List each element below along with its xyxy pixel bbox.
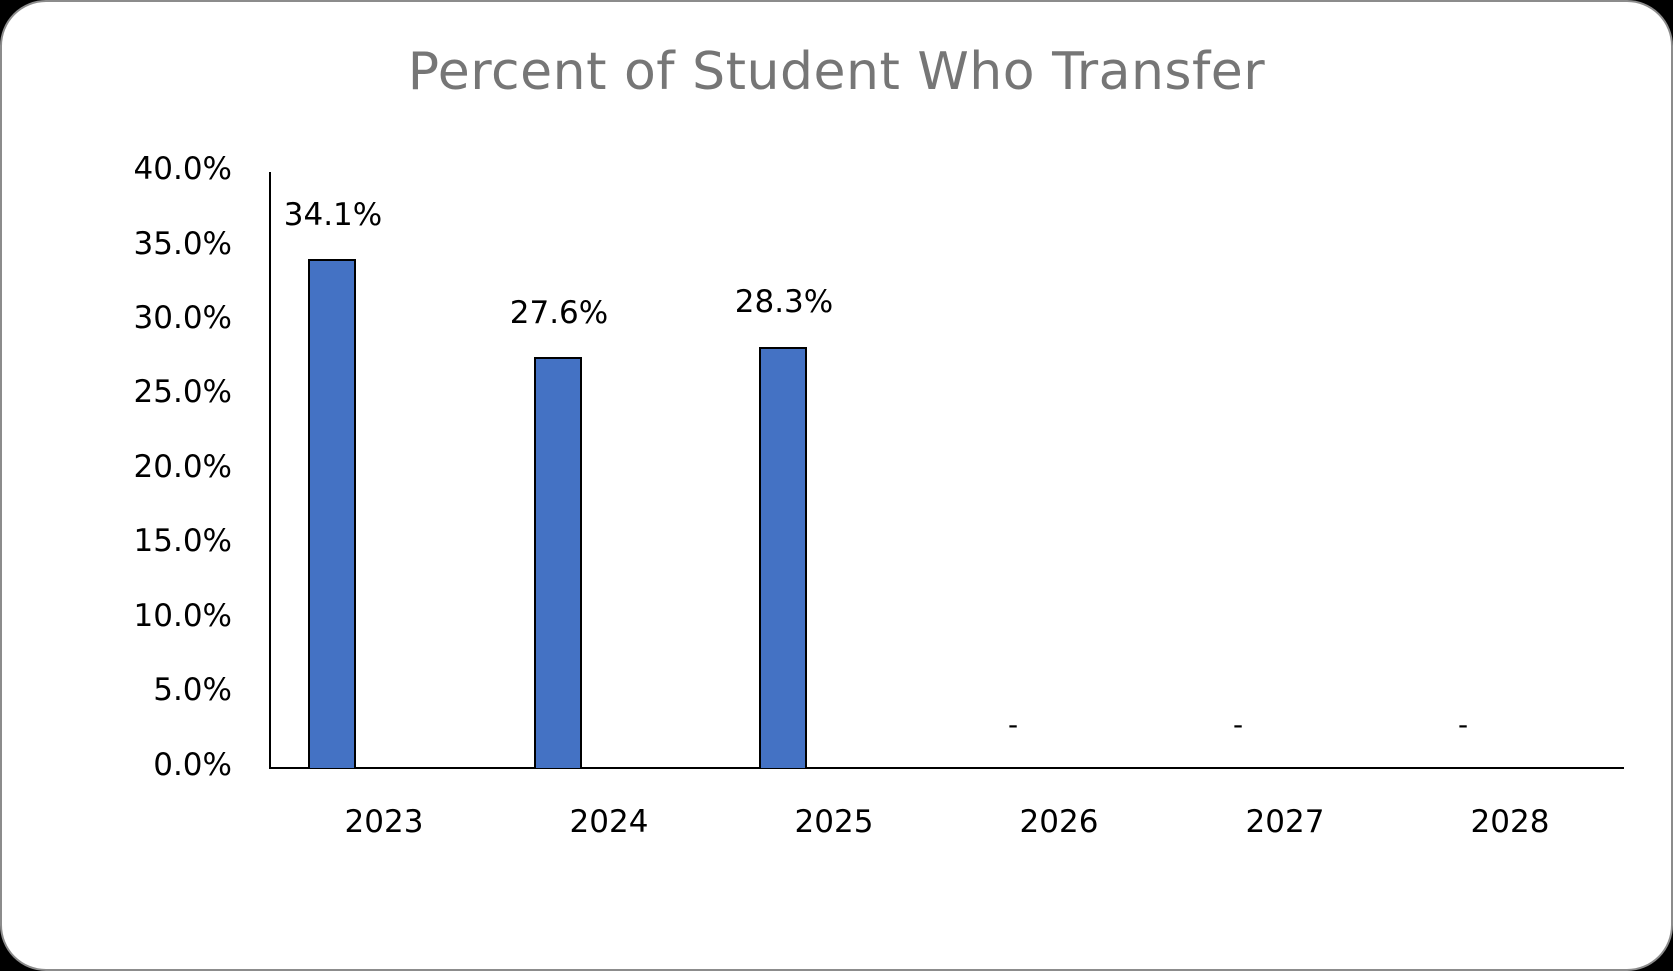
x-tick-label: 2023 — [344, 804, 424, 840]
data-label-2025: 28.3% — [734, 284, 834, 320]
y-tick-label: 10.0% — [133, 598, 232, 634]
y-tick-label: 0.0% — [153, 747, 232, 783]
x-tick-label: 2024 — [569, 804, 649, 840]
y-tick-label: 30.0% — [133, 300, 232, 336]
x-tick-label: 2026 — [1019, 804, 1099, 840]
data-label-2024: 27.6% — [509, 295, 609, 331]
bar-2025 — [759, 347, 807, 768]
x-tick-label: 2025 — [794, 804, 874, 840]
y-tick-label: 20.0% — [133, 449, 232, 485]
y-tick-label: 40.0% — [133, 151, 232, 187]
data-label-2023: 34.1% — [283, 197, 383, 233]
y-tick-label: 35.0% — [133, 226, 232, 262]
data-label-2026: - — [1007, 708, 1019, 741]
x-tick-label: 2028 — [1470, 804, 1550, 840]
y-axis-line — [269, 172, 271, 769]
data-label-2027: - — [1232, 708, 1244, 741]
chart-title: Percent of Student Who Transfer — [407, 42, 1266, 102]
bar-2024 — [534, 357, 582, 768]
bar-2023 — [308, 259, 356, 768]
data-label-2028: - — [1457, 708, 1469, 741]
y-tick-label: 15.0% — [133, 523, 232, 559]
x-tick-label: 2027 — [1245, 804, 1325, 840]
y-tick-label: 25.0% — [133, 374, 232, 410]
y-tick-label: 5.0% — [153, 672, 232, 708]
x-axis-line — [269, 767, 1624, 769]
